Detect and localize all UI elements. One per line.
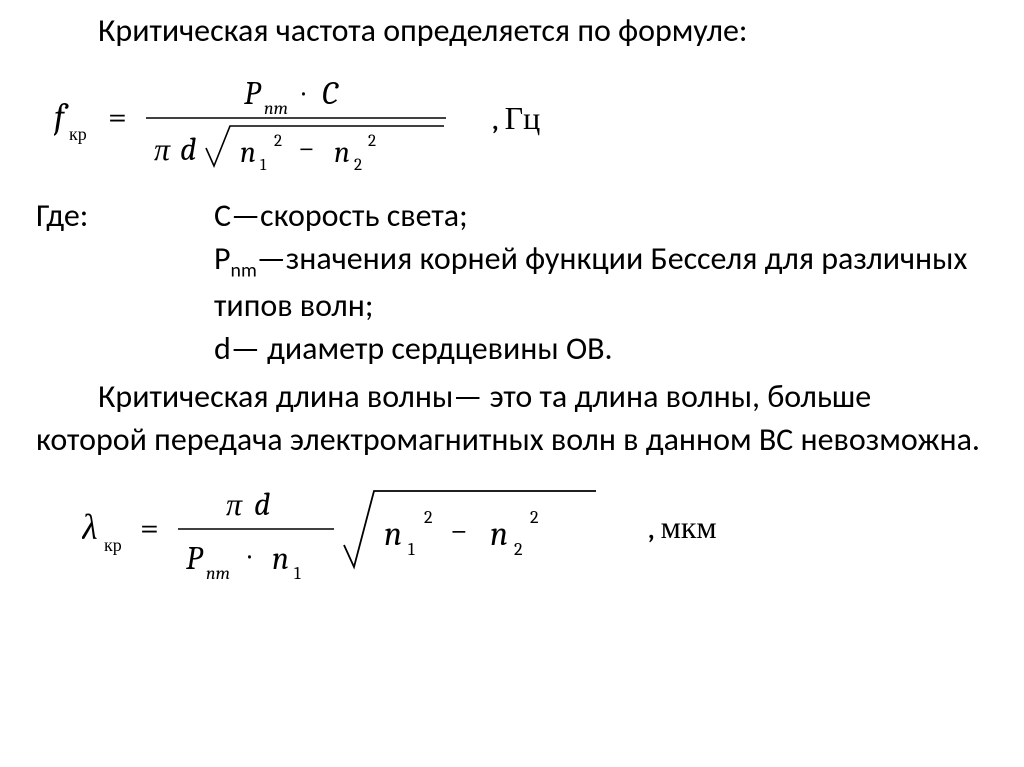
f1-lhs-var: f xyxy=(54,96,69,137)
formula-critical-frequency: f кр = P nm · C π d n 1 2 xyxy=(54,66,988,172)
where-label: Где: xyxy=(36,194,214,237)
def-p-rest: —значения корней функции Бесселя для раз… xyxy=(214,239,967,325)
f2-pi: π xyxy=(226,486,243,523)
f1-lhs-sub: кр xyxy=(69,124,87,145)
f2-n2: n xyxy=(490,514,508,554)
formula1-svg: f кр = P nm · C π d n 1 2 xyxy=(54,66,474,172)
definitions-block: Где: С—скорость света; Pnm—значения корн… xyxy=(36,194,988,371)
f1-n2-sub: 2 xyxy=(354,156,362,172)
def-row-c: Где: С—скорость света; xyxy=(36,194,988,237)
f2-lhs-sub: кр xyxy=(104,535,122,556)
f2-n1: n xyxy=(384,514,402,554)
f2-den-n1: n xyxy=(272,540,289,577)
f2-n2-pow: 2 xyxy=(530,507,539,528)
f1-minus: − xyxy=(298,131,315,166)
f1-pi: π xyxy=(154,131,171,168)
f1-dot: · xyxy=(302,77,305,109)
f2-n2-sub: 2 xyxy=(514,539,523,560)
f2-dot: · xyxy=(248,540,251,572)
def-row-d: d— диаметр сердцевины ОВ. xyxy=(36,327,988,370)
f1-n1: n xyxy=(240,135,256,170)
f1-P-sub: nm xyxy=(264,98,288,119)
intro-text: Критическая частота определяется по форм… xyxy=(98,10,988,52)
f2-radical xyxy=(344,491,596,567)
formula2-svg: λ кр = π d P nm · n 1 n 1 2 − xyxy=(82,473,622,583)
f2-P-sub: nm xyxy=(206,563,230,583)
f1-eq: = xyxy=(108,97,127,137)
f1-n1-sub: 1 xyxy=(260,156,267,172)
f1-C: C xyxy=(322,75,339,112)
formula-critical-wavelength: λ кр = π d P nm · n 1 n 1 2 − xyxy=(82,473,988,583)
f1-n2-pow: 2 xyxy=(368,132,376,151)
def-d-text: d— диаметр сердцевины ОВ. xyxy=(214,327,988,370)
def-p-sub: nm xyxy=(231,258,257,282)
def-row-p: Pnm—значения корней функции Бесселя для … xyxy=(36,237,988,327)
f2-eq: = xyxy=(140,508,159,548)
def-p-sym: P xyxy=(214,239,231,278)
f2-n1-pow: 2 xyxy=(424,507,433,528)
f2-minus: − xyxy=(450,512,468,549)
critical-wavelength-para: Критическая длина волны— это та длина во… xyxy=(36,376,988,460)
def-p-text: Pnm—значения корней функции Бесселя для … xyxy=(214,237,988,327)
f1-P: P xyxy=(244,75,262,112)
formula2-unit: , мкм xyxy=(648,509,717,546)
f2-lhs-var: λ xyxy=(82,507,98,548)
f2-n1-sub: 1 xyxy=(408,539,415,560)
f1-d: d xyxy=(180,131,196,168)
f2-P: P xyxy=(186,540,204,577)
f2-d: d xyxy=(254,486,270,523)
f2-den-n1-sub: 1 xyxy=(294,563,301,583)
formula1-unit: , Гц xyxy=(492,100,540,137)
f1-n1-pow: 2 xyxy=(274,132,282,151)
def-c-text: С—скорость света; xyxy=(214,194,988,237)
f1-n2: n xyxy=(334,135,350,170)
